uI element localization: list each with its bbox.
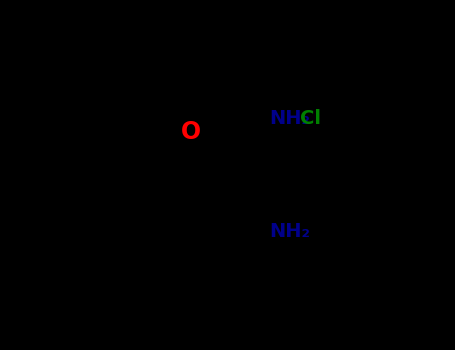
Text: Cl: Cl [299, 109, 321, 128]
Text: NH₂: NH₂ [269, 109, 310, 128]
Text: H: H [322, 109, 338, 128]
Text: O: O [181, 120, 201, 144]
Text: NH₂: NH₂ [269, 222, 310, 241]
